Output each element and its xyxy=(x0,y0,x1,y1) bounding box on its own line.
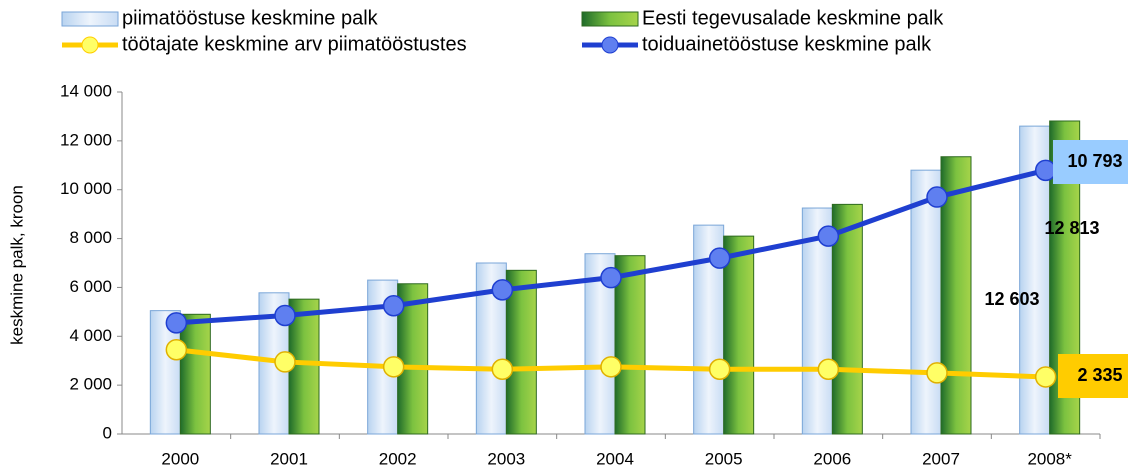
y-axis-label: keskmine palk, kroon xyxy=(7,185,26,345)
marker xyxy=(926,362,948,384)
marker xyxy=(817,358,840,381)
y-tick-label: 10 000 xyxy=(60,179,112,198)
value-label: 12 603 xyxy=(984,289,1039,309)
x-tick-label: 2008* xyxy=(1027,449,1072,468)
marker xyxy=(382,295,405,317)
marker xyxy=(926,186,948,208)
y-tick-label: 2 000 xyxy=(69,375,112,394)
marker xyxy=(600,356,622,378)
marker xyxy=(708,358,731,381)
bar xyxy=(910,169,942,435)
y-tick-label: 8 000 xyxy=(69,228,112,247)
marker xyxy=(1034,159,1057,182)
y-tick-label: 14 000 xyxy=(60,81,112,100)
marker xyxy=(274,351,296,373)
legend-label: toiduainetööstuse keskmine palk xyxy=(642,33,932,55)
legend-marker xyxy=(81,36,99,54)
legend-label: Eesti tegevusalade keskmine palk xyxy=(642,7,944,29)
legend-swatch xyxy=(581,11,639,27)
marker xyxy=(165,338,188,361)
marker xyxy=(600,266,622,289)
y-tick-label: 4 000 xyxy=(69,326,112,345)
marker xyxy=(165,312,188,334)
x-tick-label: 2004 xyxy=(596,449,634,468)
y-tick-label: 12 000 xyxy=(60,130,112,149)
marker xyxy=(1034,366,1057,388)
marker xyxy=(274,304,296,327)
legend-label: piimatööstuse keskmine palk xyxy=(122,7,379,29)
marker xyxy=(491,358,514,381)
value-label-box xyxy=(1053,140,1128,184)
bar xyxy=(614,255,646,435)
legend-marker xyxy=(601,36,619,54)
legend-label: töötajate keskmine arv piimatööstustes xyxy=(122,33,467,55)
value-label: 12 813 xyxy=(1044,218,1099,238)
value-label: 2 335 xyxy=(1077,365,1122,385)
bar xyxy=(940,156,972,435)
marker xyxy=(817,225,840,247)
x-tick-label: 2001 xyxy=(270,449,308,468)
x-tick-label: 2007 xyxy=(922,449,960,468)
marker xyxy=(708,247,731,269)
x-tick-label: 2003 xyxy=(487,449,525,468)
y-tick-label: 6 000 xyxy=(69,277,112,296)
x-tick-label: 2000 xyxy=(161,449,199,468)
x-tick-label: 2006 xyxy=(813,449,851,468)
value-label: 10 793 xyxy=(1067,151,1122,171)
marker xyxy=(491,279,514,301)
value-label-box xyxy=(1058,354,1128,398)
bar xyxy=(723,235,755,435)
bar xyxy=(179,313,211,435)
x-tick-label: 2002 xyxy=(379,449,417,468)
x-tick-label: 2005 xyxy=(705,449,743,468)
bar xyxy=(505,269,537,435)
legend-swatch xyxy=(61,11,119,27)
marker xyxy=(382,356,405,378)
y-tick-label: 0 xyxy=(103,423,112,442)
bar xyxy=(831,203,863,435)
